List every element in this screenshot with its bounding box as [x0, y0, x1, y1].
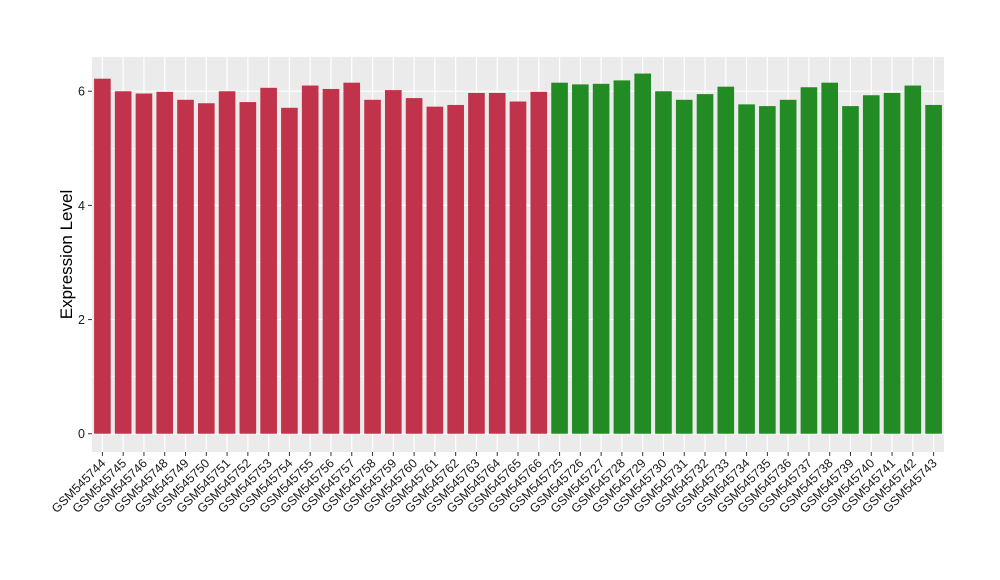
bar-GSM545756	[322, 88, 340, 434]
bar-GSM545758	[364, 99, 381, 434]
bar-GSM545765	[509, 101, 527, 434]
bar-GSM545736	[779, 99, 797, 434]
bar-GSM545725	[551, 82, 568, 434]
y-axis-title: Expression Level	[57, 190, 76, 319]
bar-GSM545744	[94, 78, 111, 434]
bar-GSM545728	[613, 80, 631, 434]
y-axis: 0 2 4 6	[78, 85, 92, 441]
bar-GSM545727	[592, 83, 610, 434]
bar-GSM545766	[530, 91, 548, 434]
bar-GSM545741	[883, 92, 901, 434]
bar-GSM545733	[717, 86, 735, 434]
bar-GSM545748	[156, 91, 174, 434]
bar-GSM545763	[468, 92, 485, 434]
y-tick-label: 4	[78, 199, 85, 213]
bar-GSM545729	[634, 73, 651, 434]
bar-GSM545753	[260, 87, 277, 434]
bar-GSM545745	[114, 91, 132, 434]
y-tick-label: 2	[78, 313, 85, 327]
bar-GSM545759	[385, 90, 402, 434]
bar-GSM545732	[696, 94, 714, 434]
bar-GSM545752	[239, 102, 257, 434]
bar-GSM545738	[821, 82, 839, 434]
bar-GSM545764	[488, 92, 506, 434]
bar-GSM545726	[572, 84, 589, 434]
bar-GSM545731	[675, 99, 693, 434]
bar-GSM545760	[405, 98, 423, 434]
x-axis: GSM545744GSM545745GSM545746GSM545748GSM5…	[49, 452, 940, 516]
bar-GSM545755	[301, 85, 319, 434]
y-tick-label: 0	[78, 427, 85, 441]
bar-GSM545730	[655, 91, 672, 434]
bar-GSM545740	[862, 95, 880, 434]
bar-GSM545746	[135, 93, 153, 434]
bar-GSM545751	[218, 91, 236, 434]
bar-GSM545739	[842, 106, 859, 434]
bars	[94, 73, 942, 434]
bar-GSM545762	[447, 104, 464, 434]
bar-GSM545757	[343, 82, 361, 434]
bar-GSM545734	[738, 104, 755, 434]
bar-GSM545737	[800, 87, 818, 434]
y-tick-label: 6	[78, 85, 85, 99]
bar-GSM545735	[759, 106, 776, 434]
bar-GSM545743	[925, 104, 942, 434]
bar-GSM545742	[904, 85, 922, 434]
bar-GSM545750	[197, 103, 215, 434]
bar-GSM545761	[426, 106, 444, 434]
bar-GSM545754	[281, 107, 298, 434]
bar-GSM545749	[177, 99, 194, 434]
